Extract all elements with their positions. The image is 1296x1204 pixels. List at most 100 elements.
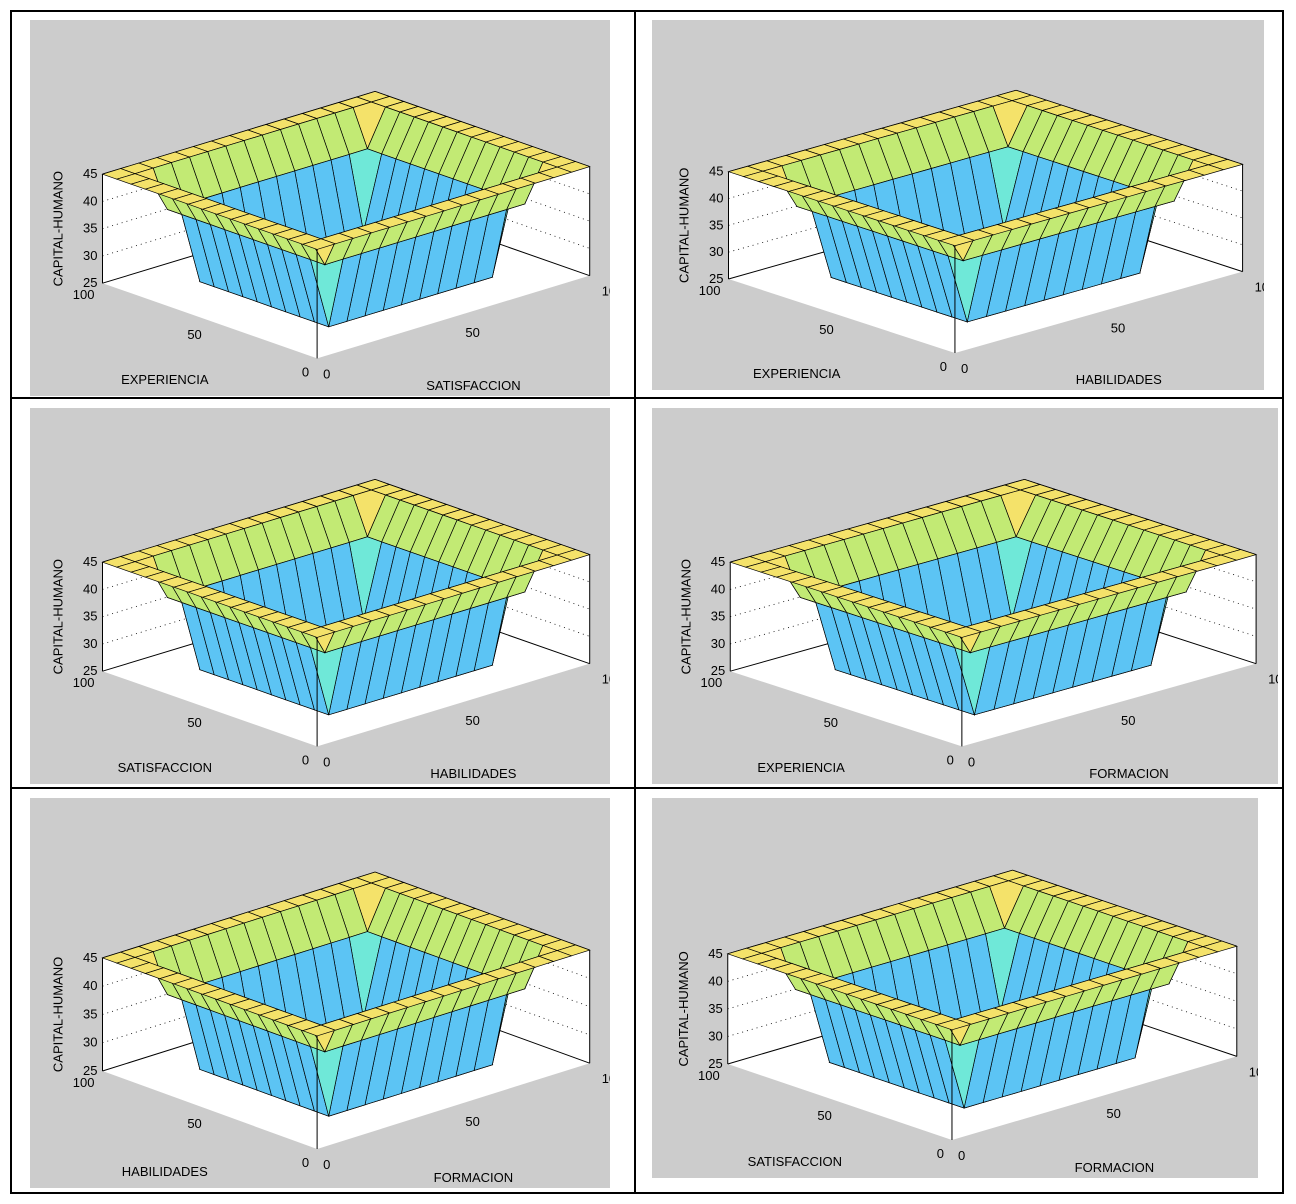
x-axis-label: EXPERIENCIA	[121, 372, 209, 387]
z-tick-label: 40	[83, 193, 97, 208]
y-axis-label: SATISFACCION	[426, 378, 520, 393]
surface-plot-5: 25 30 35 40 45 100 50 00 50 100 CAPITAL-HUMANO HABI…	[30, 798, 610, 1188]
z-tick-label: 40	[708, 973, 722, 988]
y-tick-label: 0	[323, 754, 330, 769]
x-tick-label: 50	[187, 327, 201, 342]
surface-plot-3: 25 30 35 40 45 100 50 00 50 100 CAPITAL-HUMANO SATI…	[30, 408, 610, 784]
z-tick-label: 35	[709, 217, 723, 232]
y-tick-label: 0	[961, 361, 968, 376]
z-tick-label: 35	[708, 1001, 722, 1016]
z-tick-label: 35	[83, 609, 97, 624]
z-tick-label: 25	[711, 663, 725, 678]
surface-plot-2: 25 30 35 40 45 100 50 00 50 100 CAPITAL-HUMANO EXPE…	[652, 20, 1264, 390]
y-tick-label: 50	[1121, 713, 1135, 728]
y-tick-label: 50	[1106, 1106, 1120, 1121]
surface-svg: 25 30 35 40 45 100 50 00 50 100 CAPITAL-HUMANO EXPE…	[677, 89, 1264, 387]
surface-svg: 25 30 35 40 45 100 50 00 50 100 CAPITAL-HUMANO SATI…	[676, 869, 1258, 1175]
x-axis-label: HABILIDADES	[122, 1164, 208, 1179]
x-tick-label: 0	[947, 752, 954, 767]
x-tick-label: 100	[73, 675, 95, 690]
surface-mesh	[101, 871, 591, 1117]
z-tick-label: 25	[83, 275, 97, 290]
surface-plot-6: 25 30 35 40 45 100 50 00 50 100 CAPITAL-HUMANO SATI…	[652, 798, 1258, 1178]
y-axis-label: FORMACION	[1089, 766, 1168, 781]
z-tick-label: 35	[83, 1006, 97, 1021]
x-tick-label: 50	[817, 1108, 831, 1123]
figure-table: 2530354045100500050100CAPITAL-HUMANOEXPE…	[10, 10, 1284, 1194]
surface-plot-1: 25 30 35 40 45 100 50 00 50 100 CAPITAL-HUMANO EXPE…	[30, 20, 610, 396]
surface-svg: 25 30 35 40 45 100 50 00 50 100 CAPITAL-HUMANO EXPE…	[51, 90, 610, 393]
surface-mesh	[727, 89, 1244, 324]
surface-patch	[301, 238, 337, 250]
surface-mesh	[726, 869, 1238, 1109]
z-tick-label: 25	[83, 663, 97, 678]
z-tick-label: 30	[708, 1028, 722, 1043]
z-tick-label: 25	[83, 1063, 97, 1078]
z-tick-label: 40	[709, 191, 723, 206]
z-axis-label: CAPITAL-HUMANO	[678, 559, 693, 674]
y-axis-label: HABILIDADES	[1076, 372, 1162, 387]
y-axis-label: HABILIDADES	[430, 766, 516, 781]
y-axis-label: FORMACION	[434, 1170, 513, 1185]
z-tick-label: 30	[83, 1035, 97, 1050]
surface-patch	[935, 1018, 973, 1031]
surface-patch	[301, 626, 337, 638]
y-tick-label: 100	[602, 672, 610, 687]
y-tick-label: 0	[323, 366, 330, 381]
z-tick-label: 35	[711, 609, 725, 624]
x-tick-label: 100	[698, 1068, 720, 1083]
x-tick-label: 50	[187, 715, 201, 730]
x-axis-label: SATISFACCION	[118, 760, 212, 775]
z-axis-label: CAPITAL-HUMANO	[51, 171, 66, 286]
z-tick-label: 30	[711, 636, 725, 651]
z-tick-label: 45	[708, 946, 722, 961]
y-tick-label: 50	[1111, 320, 1125, 335]
x-tick-label: 0	[302, 1155, 309, 1170]
z-axis-label: CAPITAL-HUMANO	[677, 168, 692, 283]
x-axis-label: EXPERIENCIA	[757, 760, 845, 775]
surface-svg: 25 30 35 40 45 100 50 00 50 100 CAPITAL-HUMANO EXPE…	[678, 478, 1278, 781]
z-axis-label: CAPITAL-HUMANO	[51, 559, 66, 674]
y-tick-label: 0	[323, 1157, 330, 1172]
x-tick-label: 50	[819, 322, 833, 337]
surface-mesh	[729, 479, 1258, 717]
table-divider-horizontal-1	[12, 397, 1282, 399]
x-tick-label: 50	[824, 715, 838, 730]
x-tick-label: 100	[701, 675, 723, 690]
z-tick-label: 40	[711, 581, 725, 596]
x-tick-label: 0	[302, 752, 309, 767]
z-tick-label: 40	[83, 978, 97, 993]
z-tick-label: 40	[83, 581, 97, 596]
y-tick-label: 50	[465, 325, 479, 340]
y-tick-label: 100	[1268, 672, 1278, 687]
surface-mesh	[101, 479, 591, 716]
z-tick-label: 45	[711, 554, 725, 569]
y-tick-label: 100	[602, 1071, 610, 1086]
surface-patch	[301, 1024, 337, 1037]
surface-patch	[938, 234, 976, 247]
table-divider-horizontal-2	[12, 787, 1282, 789]
surface-svg: 25 30 35 40 45 100 50 00 50 100 CAPITAL-HUMANO SATI…	[51, 478, 610, 781]
y-tick-label: 100	[1255, 280, 1264, 295]
y-tick-label: 50	[465, 1114, 479, 1129]
y-tick-label: 50	[465, 713, 479, 728]
table-divider-vertical	[634, 12, 636, 1192]
z-tick-label: 45	[83, 554, 97, 569]
y-tick-label: 100	[602, 284, 610, 299]
z-tick-label: 35	[83, 221, 97, 236]
z-tick-label: 30	[709, 244, 723, 259]
surface-patch	[945, 626, 983, 638]
surface-plot-4: 25 30 35 40 45 100 50 00 50 100 CAPITAL-HUMANO EXPE…	[652, 408, 1278, 784]
x-tick-label: 0	[940, 359, 947, 374]
y-tick-label: 100	[1249, 1064, 1258, 1079]
x-tick-label: 0	[302, 364, 309, 379]
x-tick-label: 100	[73, 287, 95, 302]
z-axis-label: CAPITAL-HUMANO	[676, 951, 691, 1066]
z-tick-label: 45	[83, 166, 97, 181]
y-tick-label: 0	[968, 754, 975, 769]
z-tick-label: 25	[709, 271, 723, 286]
z-tick-label: 45	[709, 164, 723, 179]
z-tick-label: 45	[83, 950, 97, 965]
x-tick-label: 0	[937, 1146, 944, 1161]
surface-svg: 25 30 35 40 45 100 50 00 50 100 CAPITAL-HUMANO HABI…	[51, 871, 610, 1185]
